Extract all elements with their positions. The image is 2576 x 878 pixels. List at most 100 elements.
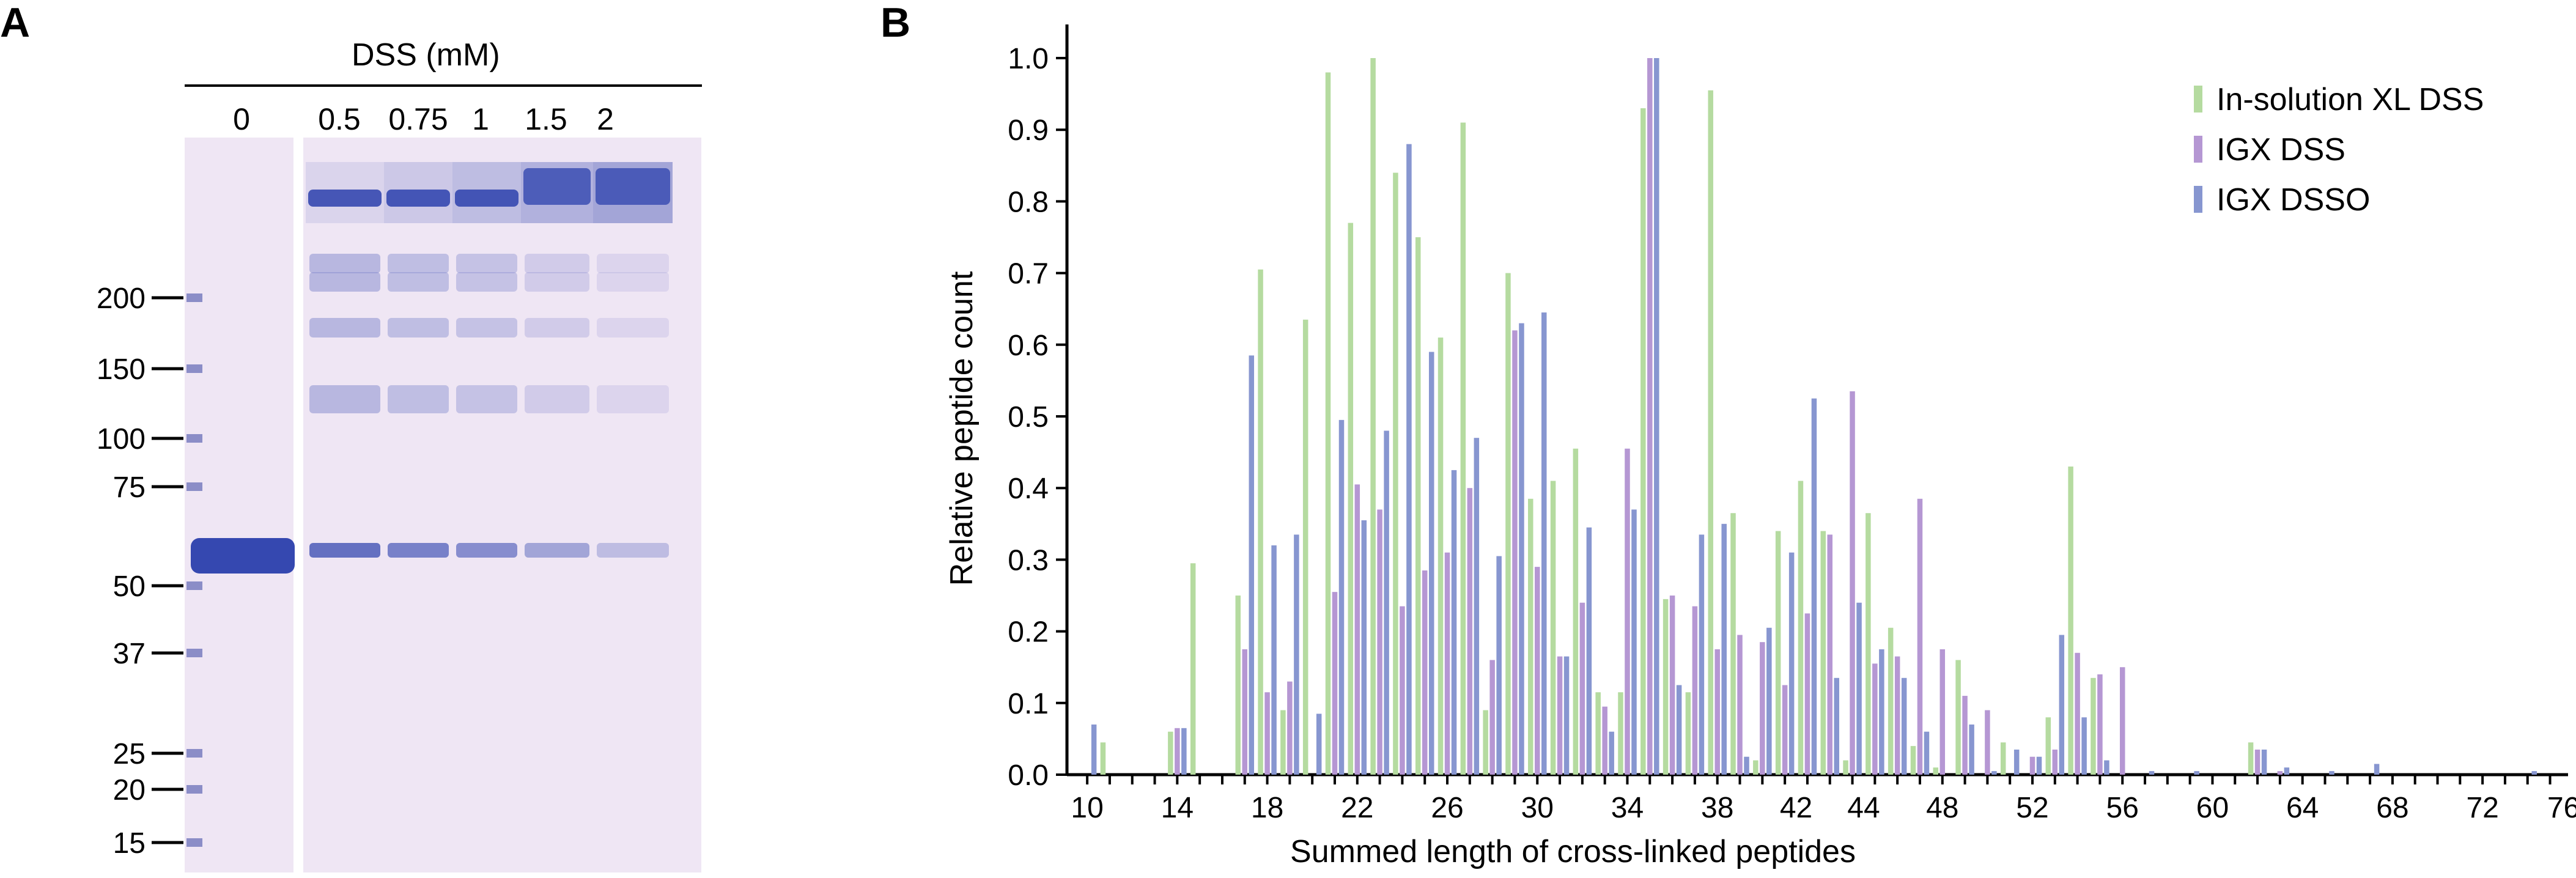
bar bbox=[1609, 731, 1614, 775]
gel-band bbox=[456, 272, 517, 292]
bar bbox=[1496, 556, 1502, 775]
gel-band bbox=[597, 254, 669, 273]
bar bbox=[1654, 58, 1659, 775]
gel-band bbox=[525, 272, 589, 292]
bar bbox=[1939, 649, 1946, 775]
bar bbox=[2254, 749, 2260, 775]
bar bbox=[1618, 692, 1623, 775]
gel-band bbox=[308, 190, 382, 207]
bar bbox=[1316, 714, 1322, 775]
bar bbox=[1640, 108, 1646, 775]
bar bbox=[1264, 692, 1270, 775]
bar bbox=[1393, 172, 1398, 775]
x-tick-label: 48 bbox=[1926, 792, 1958, 824]
gel-background bbox=[185, 138, 701, 872]
x-tick-label: 56 bbox=[2106, 792, 2139, 824]
bar bbox=[2036, 756, 2042, 775]
x-tick-label: 60 bbox=[2196, 792, 2229, 824]
x-tick-label: 18 bbox=[1251, 792, 1283, 824]
bar bbox=[1820, 531, 1826, 775]
bar bbox=[1788, 552, 1795, 775]
bar bbox=[2149, 771, 2155, 775]
bar bbox=[1782, 685, 1788, 775]
legend-label: IGX DSSO bbox=[2216, 182, 2370, 218]
x-tick-label: 64 bbox=[2286, 792, 2319, 824]
y-tick-label: 0.1 bbox=[1008, 688, 1049, 720]
y-tick-label: 0.5 bbox=[1008, 401, 1049, 433]
bar bbox=[1451, 470, 1457, 775]
bar bbox=[2284, 767, 2290, 775]
bar bbox=[1573, 448, 1579, 775]
legend-swatch bbox=[2194, 186, 2202, 213]
bar bbox=[1766, 627, 1772, 775]
gel-lane-label: 1.5 bbox=[525, 102, 567, 136]
x-tick-label: 42 bbox=[1780, 792, 1812, 824]
bar bbox=[2097, 674, 2103, 775]
gel-band bbox=[388, 318, 449, 338]
bar bbox=[1258, 269, 1263, 775]
bar bbox=[1917, 498, 1923, 775]
bar bbox=[1483, 710, 1488, 775]
gel-band bbox=[309, 543, 380, 558]
x-tick-label: 76 bbox=[2547, 792, 2576, 824]
bar bbox=[1685, 692, 1691, 775]
x-tick-label: 22 bbox=[1341, 792, 1373, 824]
legend-label: IGX DSS bbox=[2216, 132, 2345, 168]
bar bbox=[1834, 677, 1839, 775]
gel-band bbox=[525, 318, 589, 338]
bar bbox=[1586, 527, 1592, 775]
bar bbox=[1894, 656, 1900, 775]
gel-marker-label: 50 bbox=[113, 570, 146, 603]
gel-marker-label: 15 bbox=[113, 827, 146, 860]
bar bbox=[1428, 352, 1434, 775]
gel-band bbox=[309, 318, 380, 338]
bar bbox=[1415, 237, 1421, 775]
bar bbox=[1181, 728, 1187, 775]
bar bbox=[1669, 596, 1675, 775]
x-tick-label: 30 bbox=[1521, 792, 1554, 824]
bar bbox=[1901, 677, 1907, 775]
bar bbox=[1550, 481, 1556, 775]
chart-svg: 0.0 0.1 0.2 0.3 0.4 0.5 0.6 0.7 0.8 0.9 1.0 10 14 18 2… bbox=[944, 24, 2576, 869]
bar bbox=[1474, 438, 1480, 775]
bar bbox=[1924, 731, 1930, 775]
gel-marker-label: 37 bbox=[113, 638, 146, 670]
bar bbox=[1760, 642, 1765, 775]
bar bbox=[2075, 652, 2080, 775]
x-tick-label: 34 bbox=[1611, 792, 1644, 824]
gel-band bbox=[191, 538, 295, 574]
y-tick-label: 0.8 bbox=[1008, 186, 1049, 218]
bar bbox=[1969, 724, 1974, 775]
bar bbox=[2261, 749, 2267, 775]
legend-label: In-solution XL DSS bbox=[2216, 82, 2484, 117]
x-tick-label: 38 bbox=[1701, 792, 1733, 824]
bar bbox=[1563, 656, 1570, 775]
bar bbox=[1528, 498, 1533, 775]
bar bbox=[1631, 509, 1637, 775]
bar bbox=[1406, 144, 1412, 775]
bar bbox=[1512, 330, 1518, 775]
gel-band bbox=[456, 543, 517, 558]
bar bbox=[1744, 756, 1749, 775]
gel-svg: 0 0.5 0.75 1 1.5 2 200 150 100 75 50 37 25 20 15 bbox=[97, 84, 702, 872]
gel-marker-label: 25 bbox=[113, 738, 146, 770]
bar bbox=[1843, 760, 1848, 775]
bar bbox=[1692, 606, 1698, 775]
gel-split-line bbox=[293, 138, 303, 872]
gel-ladder-band bbox=[186, 838, 202, 847]
legend-swatch bbox=[2194, 136, 2202, 163]
bar bbox=[1910, 746, 1916, 775]
gel-marker-label: 100 bbox=[97, 423, 146, 456]
gel-marker-label: 20 bbox=[113, 774, 146, 806]
bar bbox=[1489, 660, 1495, 775]
bar bbox=[2329, 771, 2334, 775]
bar bbox=[1235, 596, 1241, 775]
y-tick-label: 0.0 bbox=[1008, 759, 1049, 792]
y-tick-label: 0.9 bbox=[1008, 114, 1049, 147]
gel-band bbox=[388, 543, 449, 558]
bar bbox=[1271, 545, 1277, 775]
bar bbox=[1091, 724, 1097, 775]
gel-title: DSS (mM) bbox=[352, 37, 500, 73]
gel-lane-label: 2 bbox=[597, 102, 614, 136]
bar bbox=[1280, 710, 1286, 775]
